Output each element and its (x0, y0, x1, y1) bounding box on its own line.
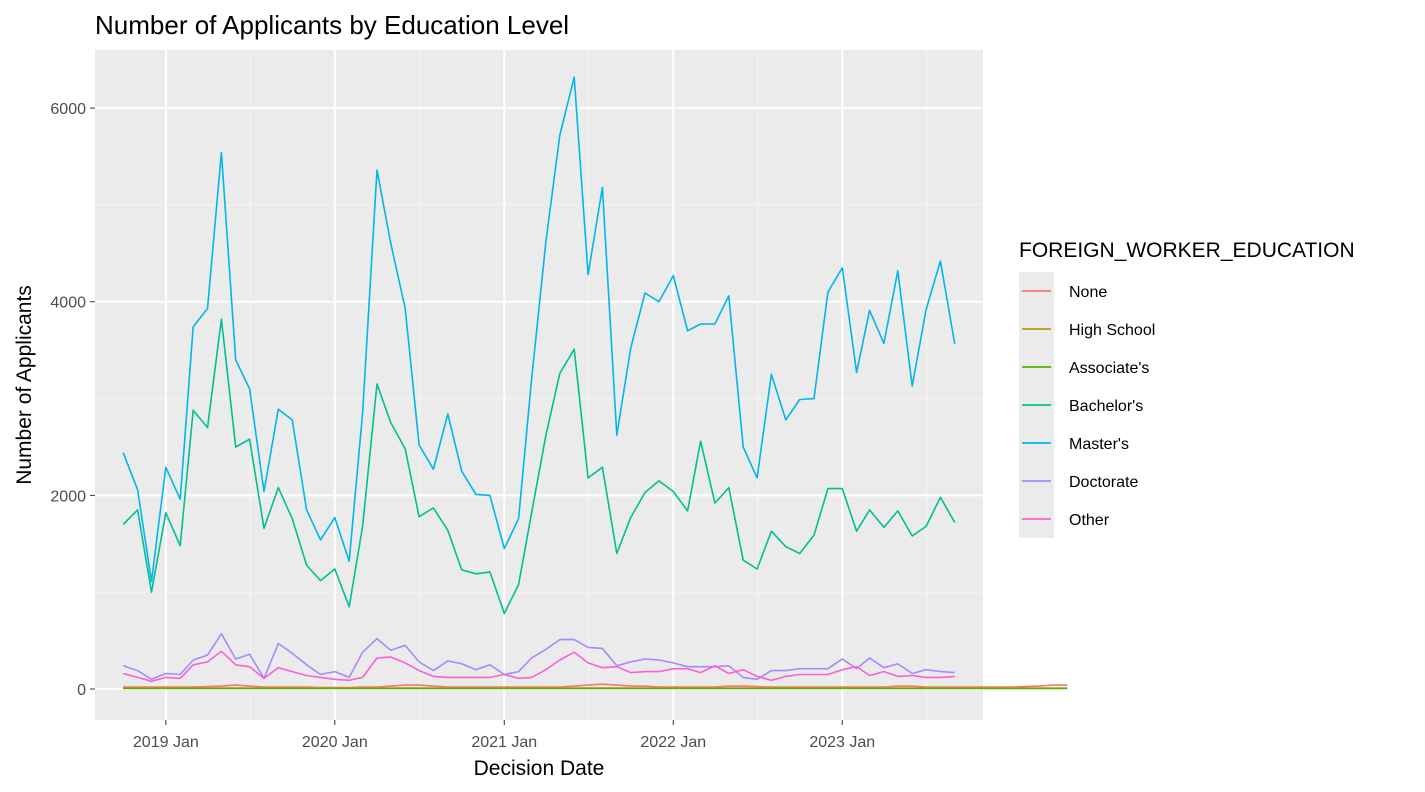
series-line-3 (122, 318, 956, 615)
legend-label: Associate's (1069, 360, 1149, 377)
y-axis-ticks: 0 2000 4000 6000 (50, 101, 95, 699)
x-tick-label: 2019 Jan (133, 734, 199, 751)
x-tick-label: 2020 Jan (302, 734, 368, 751)
legend-label: None (1069, 284, 1107, 301)
legend-label: High School (1069, 322, 1155, 339)
legend-label: Doctorate (1069, 474, 1138, 491)
x-tick-label: 2021 Jan (471, 734, 537, 751)
legend-label: Other (1069, 512, 1110, 529)
legend-title: FOREIGN_WORKER_EDUCATION (1019, 239, 1355, 262)
series-line-5 (122, 632, 955, 681)
series-lines (122, 76, 1068, 690)
y-tick-label: 0 (77, 682, 86, 699)
series-line-4 (122, 76, 956, 583)
y-axis-title: Number of Applicants (13, 285, 36, 485)
minor-gridlines (95, 50, 983, 720)
x-axis-ticks: 2019 Jan 2020 Jan 2021 Jan 2022 Jan 2023 Jan (133, 720, 875, 751)
y-tick-label: 6000 (50, 101, 86, 118)
y-tick-label: 2000 (50, 488, 86, 505)
legend-label: Master's (1069, 436, 1129, 453)
plot-panel (95, 50, 983, 720)
chart-title: Number of Applicants by Education Level (95, 10, 569, 40)
series-line-0 (123, 683, 1068, 689)
legend: FOREIGN_WORKER_EDUCATION None High School… (1019, 239, 1355, 538)
series-line-6 (122, 650, 955, 683)
y-tick-label: 4000 (50, 295, 86, 312)
x-tick-label: 2022 Jan (640, 734, 706, 751)
x-tick-label: 2023 Jan (809, 734, 875, 751)
x-axis-title: Decision Date (474, 757, 605, 780)
legend-label: Bachelor's (1069, 398, 1143, 415)
